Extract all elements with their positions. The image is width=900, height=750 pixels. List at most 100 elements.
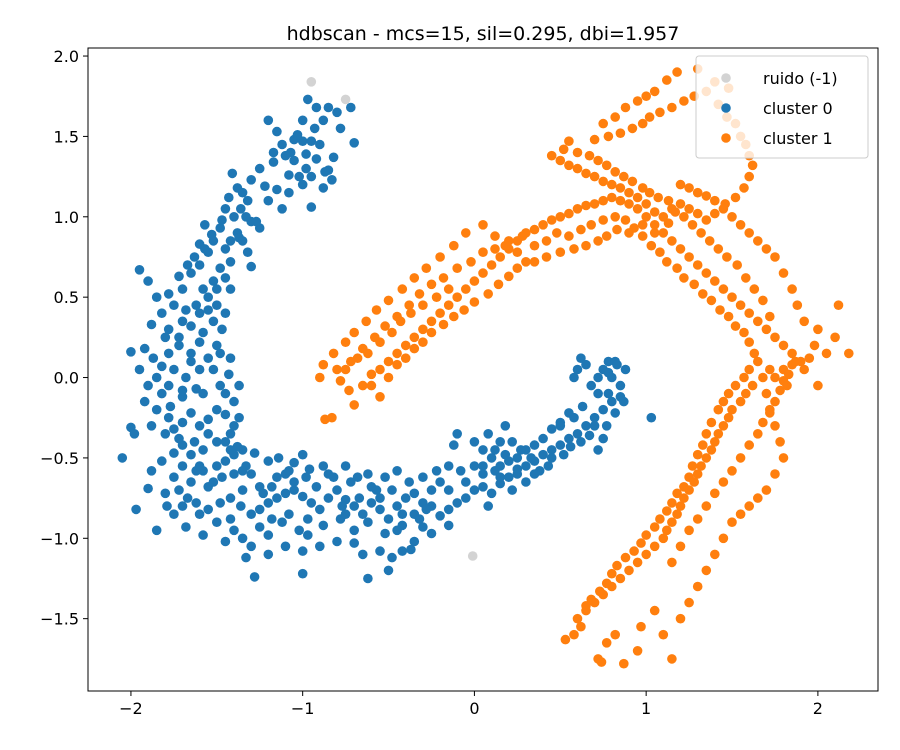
data-point [203,414,213,425]
data-point [297,179,308,190]
data-point [512,453,523,463]
data-point [323,102,334,113]
data-point [267,482,277,492]
data-point [198,327,208,338]
data-point [507,485,517,495]
data-point [397,546,408,556]
data-point [395,316,406,327]
data-point [315,541,325,552]
data-point [301,163,311,174]
data-point [383,514,394,524]
data-point [452,498,463,508]
data-point [375,493,385,503]
data-point [747,380,758,391]
data-point [237,466,248,476]
y-tick-label: −0.5 [40,449,79,468]
data-point [698,289,708,299]
data-point [418,337,428,348]
data-point [400,493,411,503]
data-point [280,488,291,499]
data-point [569,629,579,640]
data-point [653,192,663,203]
data-point [284,466,294,476]
data-point [212,517,222,527]
data-point [555,440,566,450]
data-point [710,208,720,219]
data-point [672,67,682,77]
data-point [438,319,449,330]
data-point [692,260,703,270]
data-point [598,404,608,415]
data-point [601,421,612,431]
data-point [741,388,751,399]
data-point [443,485,454,495]
data-point [770,421,780,431]
data-point [478,482,488,492]
axes: −2 −1 0 1 2 −1.5 −1.0 −0.5 0.0 0.5 1.0 1.5 2.0 [40,47,879,718]
data-point [306,77,317,87]
data-point [443,284,454,294]
data-point [701,565,712,576]
data-point [375,364,385,375]
data-point [289,457,299,468]
data-point [220,437,231,447]
data-point [194,337,205,348]
data-point [701,268,712,278]
data-point [701,429,712,439]
y-tick-label: 2.0 [54,47,79,66]
data-point [318,115,329,126]
data-point [182,493,193,503]
data-point [438,273,449,283]
data-point [349,400,360,410]
data-point [461,477,471,487]
data-point [263,195,274,206]
data-point [361,316,372,327]
legend-label: cluster 0 [763,99,833,118]
data-point [706,417,717,428]
data-point [246,469,256,479]
data-point [237,485,248,495]
data-point [186,449,196,460]
data-point [129,429,140,439]
data-point [443,520,454,531]
data-point [675,501,686,511]
data-point [581,240,591,251]
data-point [636,538,646,548]
data-point [741,273,751,283]
data-point [730,192,741,203]
data-point [478,247,488,257]
data-point [646,412,657,423]
data-point [478,220,488,230]
data-point [744,364,754,375]
data-point [586,380,596,391]
data-point [449,311,459,322]
y-tick-label: 0.0 [54,369,79,388]
data-point [421,504,432,515]
series-2 [315,64,854,669]
data-point [303,94,313,105]
data-point [392,466,402,476]
data-point [612,560,622,571]
data-point [229,525,239,536]
data-point [268,147,279,158]
data-point [790,356,801,367]
data-point [337,501,348,511]
data-point [732,260,742,270]
data-point [151,292,162,303]
data-point [619,396,629,407]
data-point [735,509,746,519]
data-point [160,488,171,499]
data-point [272,126,282,137]
data-point [126,347,136,357]
data-point [735,453,746,463]
data-point [380,321,390,331]
data-point [607,179,617,190]
data-point [198,284,208,294]
data-point [610,629,620,640]
data-point [375,337,385,348]
data-point [242,195,253,206]
data-point [601,160,612,171]
data-point [589,134,600,145]
data-point [208,477,219,487]
